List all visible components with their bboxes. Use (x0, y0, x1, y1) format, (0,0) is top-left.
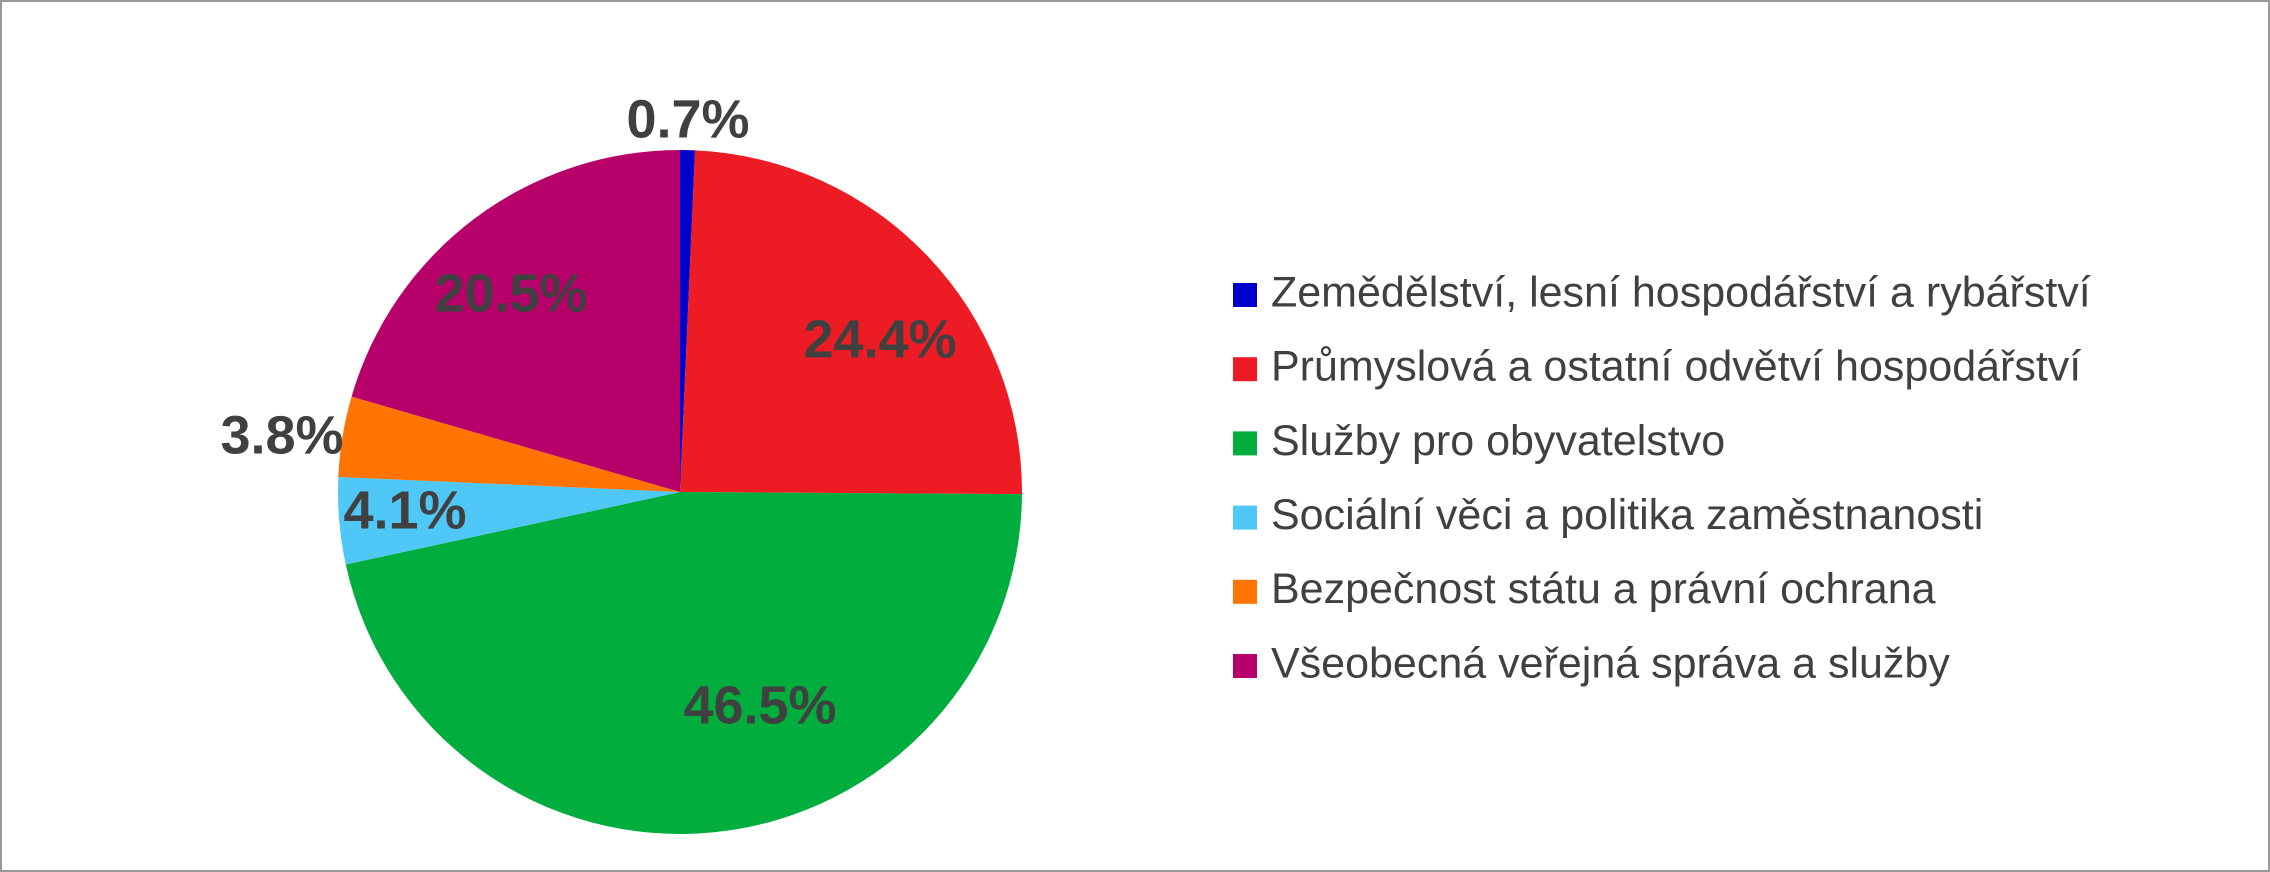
legend-label: Služby pro obyvatelstvo (1271, 417, 1725, 465)
legend-swatch (1233, 579, 1257, 604)
legend-label: Průmyslová a ostatní odvětví hospodářstv… (1271, 343, 2081, 391)
legend-swatch (1233, 431, 1257, 456)
legend-swatch (1233, 654, 1257, 678)
pie-slice (345, 492, 1022, 835)
pie-slice (680, 150, 1022, 495)
pie-slice (351, 150, 680, 492)
data-label: 46.5% (683, 675, 836, 735)
data-label: 3.8% (220, 405, 343, 465)
legend-label: Zemědělství, lesní hospodářství a rybářs… (1271, 268, 2091, 316)
pie-slice (337, 476, 680, 565)
data-label: 24.4% (803, 309, 956, 369)
legend-label: Bezpečnost státu a právní ochrana (1271, 565, 1936, 613)
legend-swatch (1233, 505, 1257, 530)
data-label: 20.5% (434, 263, 587, 323)
pie-slice (338, 396, 680, 492)
pie-slice (680, 150, 696, 492)
data-label: 0.7% (626, 89, 749, 149)
data-label: 4.1% (343, 480, 466, 540)
legend-label: Sociální věci a politika zaměstnanosti (1271, 491, 1983, 539)
legend-label: Všeobecná veřejná správa a služby (1271, 639, 1950, 687)
legend-swatch (1233, 283, 1257, 307)
legend-swatch (1233, 357, 1257, 382)
